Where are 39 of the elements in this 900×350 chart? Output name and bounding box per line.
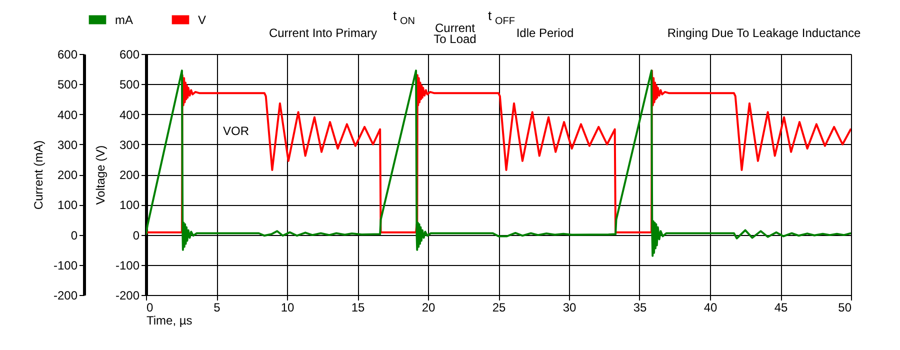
x-tick-label: 40 bbox=[704, 300, 718, 314]
x-tick-label: 50 bbox=[838, 300, 852, 314]
y2-tick-label: 400 bbox=[119, 108, 140, 122]
y-tick-label: 0 bbox=[70, 228, 78, 242]
y-tick-label: 600 bbox=[57, 48, 78, 62]
y2-tick-label: 500 bbox=[119, 78, 140, 92]
x-tick-label: 35 bbox=[633, 300, 647, 314]
y2-tick-label: 200 bbox=[119, 168, 140, 182]
annotation: VOR bbox=[222, 124, 250, 138]
y-tick-label: 400 bbox=[57, 108, 78, 122]
y2-tick-label: -200 bbox=[115, 288, 140, 302]
x-tick-label: 30 bbox=[562, 300, 576, 314]
x-tick-label: 5 bbox=[214, 300, 221, 314]
text: Current Into Primary bbox=[268, 26, 377, 40]
y-tick-label: -100 bbox=[53, 258, 78, 272]
x-tick-label: 45 bbox=[774, 300, 788, 314]
x-tick-label: 25 bbox=[492, 300, 506, 314]
y2-axis-title: Voltage (V) bbox=[93, 145, 108, 205]
x-axis-title: Time, µs bbox=[146, 314, 192, 328]
x-tick-label: 0 bbox=[146, 300, 154, 314]
legend-label: V bbox=[198, 12, 206, 27]
legend-label: mA bbox=[115, 12, 133, 27]
y2-tick-label: 100 bbox=[119, 198, 140, 212]
y2-tick-label: 0 bbox=[132, 228, 140, 242]
y2-tick-label: 600 bbox=[119, 48, 140, 62]
text: Current To Load bbox=[434, 21, 476, 46]
y-tick-label: 100 bbox=[57, 198, 78, 212]
y-tick-label: 200 bbox=[57, 168, 78, 182]
y2-tick-label: 300 bbox=[119, 138, 140, 152]
text: Idle Period bbox=[516, 26, 574, 40]
x-tick-label: 10 bbox=[280, 300, 294, 314]
y-tick-label: -200 bbox=[53, 288, 78, 302]
x-tick-label: 15 bbox=[351, 300, 365, 314]
y-axis-title: Current (mA) bbox=[31, 140, 46, 210]
y-tick-label: 300 bbox=[57, 138, 78, 152]
text: Ringing Due To Leakage Inductance bbox=[667, 26, 861, 40]
y-tick-label: 500 bbox=[57, 78, 78, 92]
x-tick-label: 20 bbox=[422, 300, 436, 314]
y2-tick-label: -100 bbox=[115, 258, 140, 272]
